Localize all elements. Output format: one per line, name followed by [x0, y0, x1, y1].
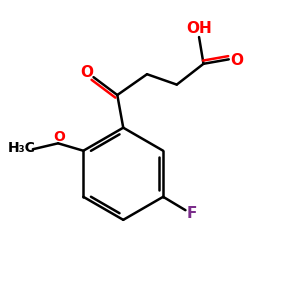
Text: O: O — [80, 65, 94, 80]
Text: O: O — [230, 53, 243, 68]
Text: F: F — [187, 206, 197, 221]
Text: O: O — [53, 130, 65, 144]
Text: OH: OH — [186, 21, 212, 36]
Text: H₃C: H₃C — [8, 141, 35, 155]
